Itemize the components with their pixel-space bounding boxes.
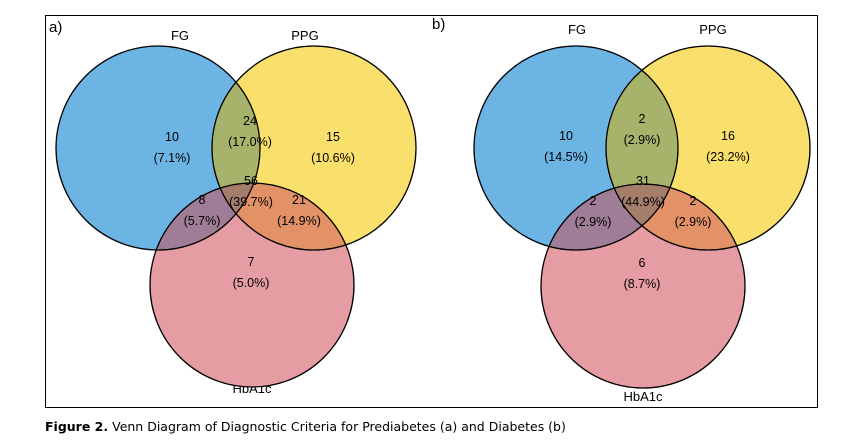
panel-b: b) FG PPG HbA1c 10 (14.5%) 16 (23.2%) 2 … bbox=[432, 16, 811, 404]
region-pct-ppg-only: (10.6%) bbox=[311, 151, 355, 165]
figure-caption: Figure 2. Venn Diagram of Diagnostic Cri… bbox=[45, 419, 566, 434]
set-label-ppg: PPG bbox=[291, 28, 318, 43]
region-pct-fg-only: (7.1%) bbox=[154, 151, 191, 165]
region-pct-ppg-hba1c: (14.9%) bbox=[277, 214, 321, 228]
region-count-hba1c-only: 7 bbox=[248, 255, 255, 269]
outline-hba1c bbox=[149, 182, 355, 388]
outline-fg bbox=[55, 45, 261, 251]
outline-fg bbox=[473, 45, 679, 251]
figure-frame bbox=[45, 15, 818, 408]
region-pct-all: (39.7%) bbox=[229, 195, 273, 209]
region-count-fg-only: 10 bbox=[559, 129, 573, 143]
set-label-fg: FG bbox=[568, 22, 586, 37]
overlap-ppg-hba1c bbox=[212, 183, 354, 250]
outline-hba1c bbox=[540, 183, 746, 389]
set-label-ppg: PPG bbox=[699, 22, 726, 37]
region-pct-hba1c-only: (8.7%) bbox=[624, 277, 661, 291]
region-count-fg-hba1c: 2 bbox=[590, 194, 597, 208]
panel-a: a) FG PPG HbA1c 10 (7.1%) 15 (10.6%) 24 … bbox=[49, 19, 417, 396]
region-count-fg-only: 10 bbox=[165, 130, 179, 144]
region-pct-ppg-only: (23.2%) bbox=[706, 150, 750, 164]
set-label-fg: FG bbox=[171, 28, 189, 43]
region-count-fg-hba1c: 8 bbox=[199, 193, 206, 207]
overlap-fg-hba1c bbox=[541, 184, 678, 250]
region-pct-fg-only: (14.5%) bbox=[544, 150, 588, 164]
outline-ppg bbox=[605, 45, 811, 251]
panel-a-letter: a) bbox=[49, 19, 62, 36]
set-label-hba1c: HbA1c bbox=[623, 389, 663, 404]
overlap-ppg-hba1c bbox=[606, 184, 745, 250]
region-count-ppg-hba1c: 2 bbox=[690, 194, 697, 208]
region-pct-ppg-hba1c: (2.9%) bbox=[675, 215, 712, 229]
region-count-hba1c-only: 6 bbox=[639, 256, 646, 270]
region-count-all: 31 bbox=[636, 174, 650, 188]
region-pct-fg-ppg: (17.0%) bbox=[228, 135, 272, 149]
region-count-fg-ppg: 2 bbox=[639, 112, 646, 126]
caption-prefix: Figure 2. bbox=[45, 419, 109, 434]
region-count-all: 56 bbox=[244, 174, 258, 188]
caption-text: Venn Diagram of Diagnostic Criteria for … bbox=[112, 419, 566, 434]
region-pct-fg-hba1c: (2.9%) bbox=[575, 215, 612, 229]
region-pct-all: (44.9%) bbox=[621, 195, 665, 209]
region-pct-hba1c-only: (5.0%) bbox=[233, 276, 270, 290]
overlap-fg-hba1c bbox=[150, 183, 260, 250]
region-count-ppg-only: 15 bbox=[326, 130, 340, 144]
region-pct-fg-hba1c: (5.7%) bbox=[184, 214, 221, 228]
panel-b-letter: b) bbox=[432, 16, 445, 33]
region-count-fg-ppg: 24 bbox=[243, 114, 257, 128]
outline-ppg bbox=[211, 45, 417, 251]
region-count-ppg-hba1c: 21 bbox=[292, 193, 306, 207]
region-count-ppg-only: 16 bbox=[721, 129, 735, 143]
region-pct-fg-ppg: (2.9%) bbox=[624, 133, 661, 147]
